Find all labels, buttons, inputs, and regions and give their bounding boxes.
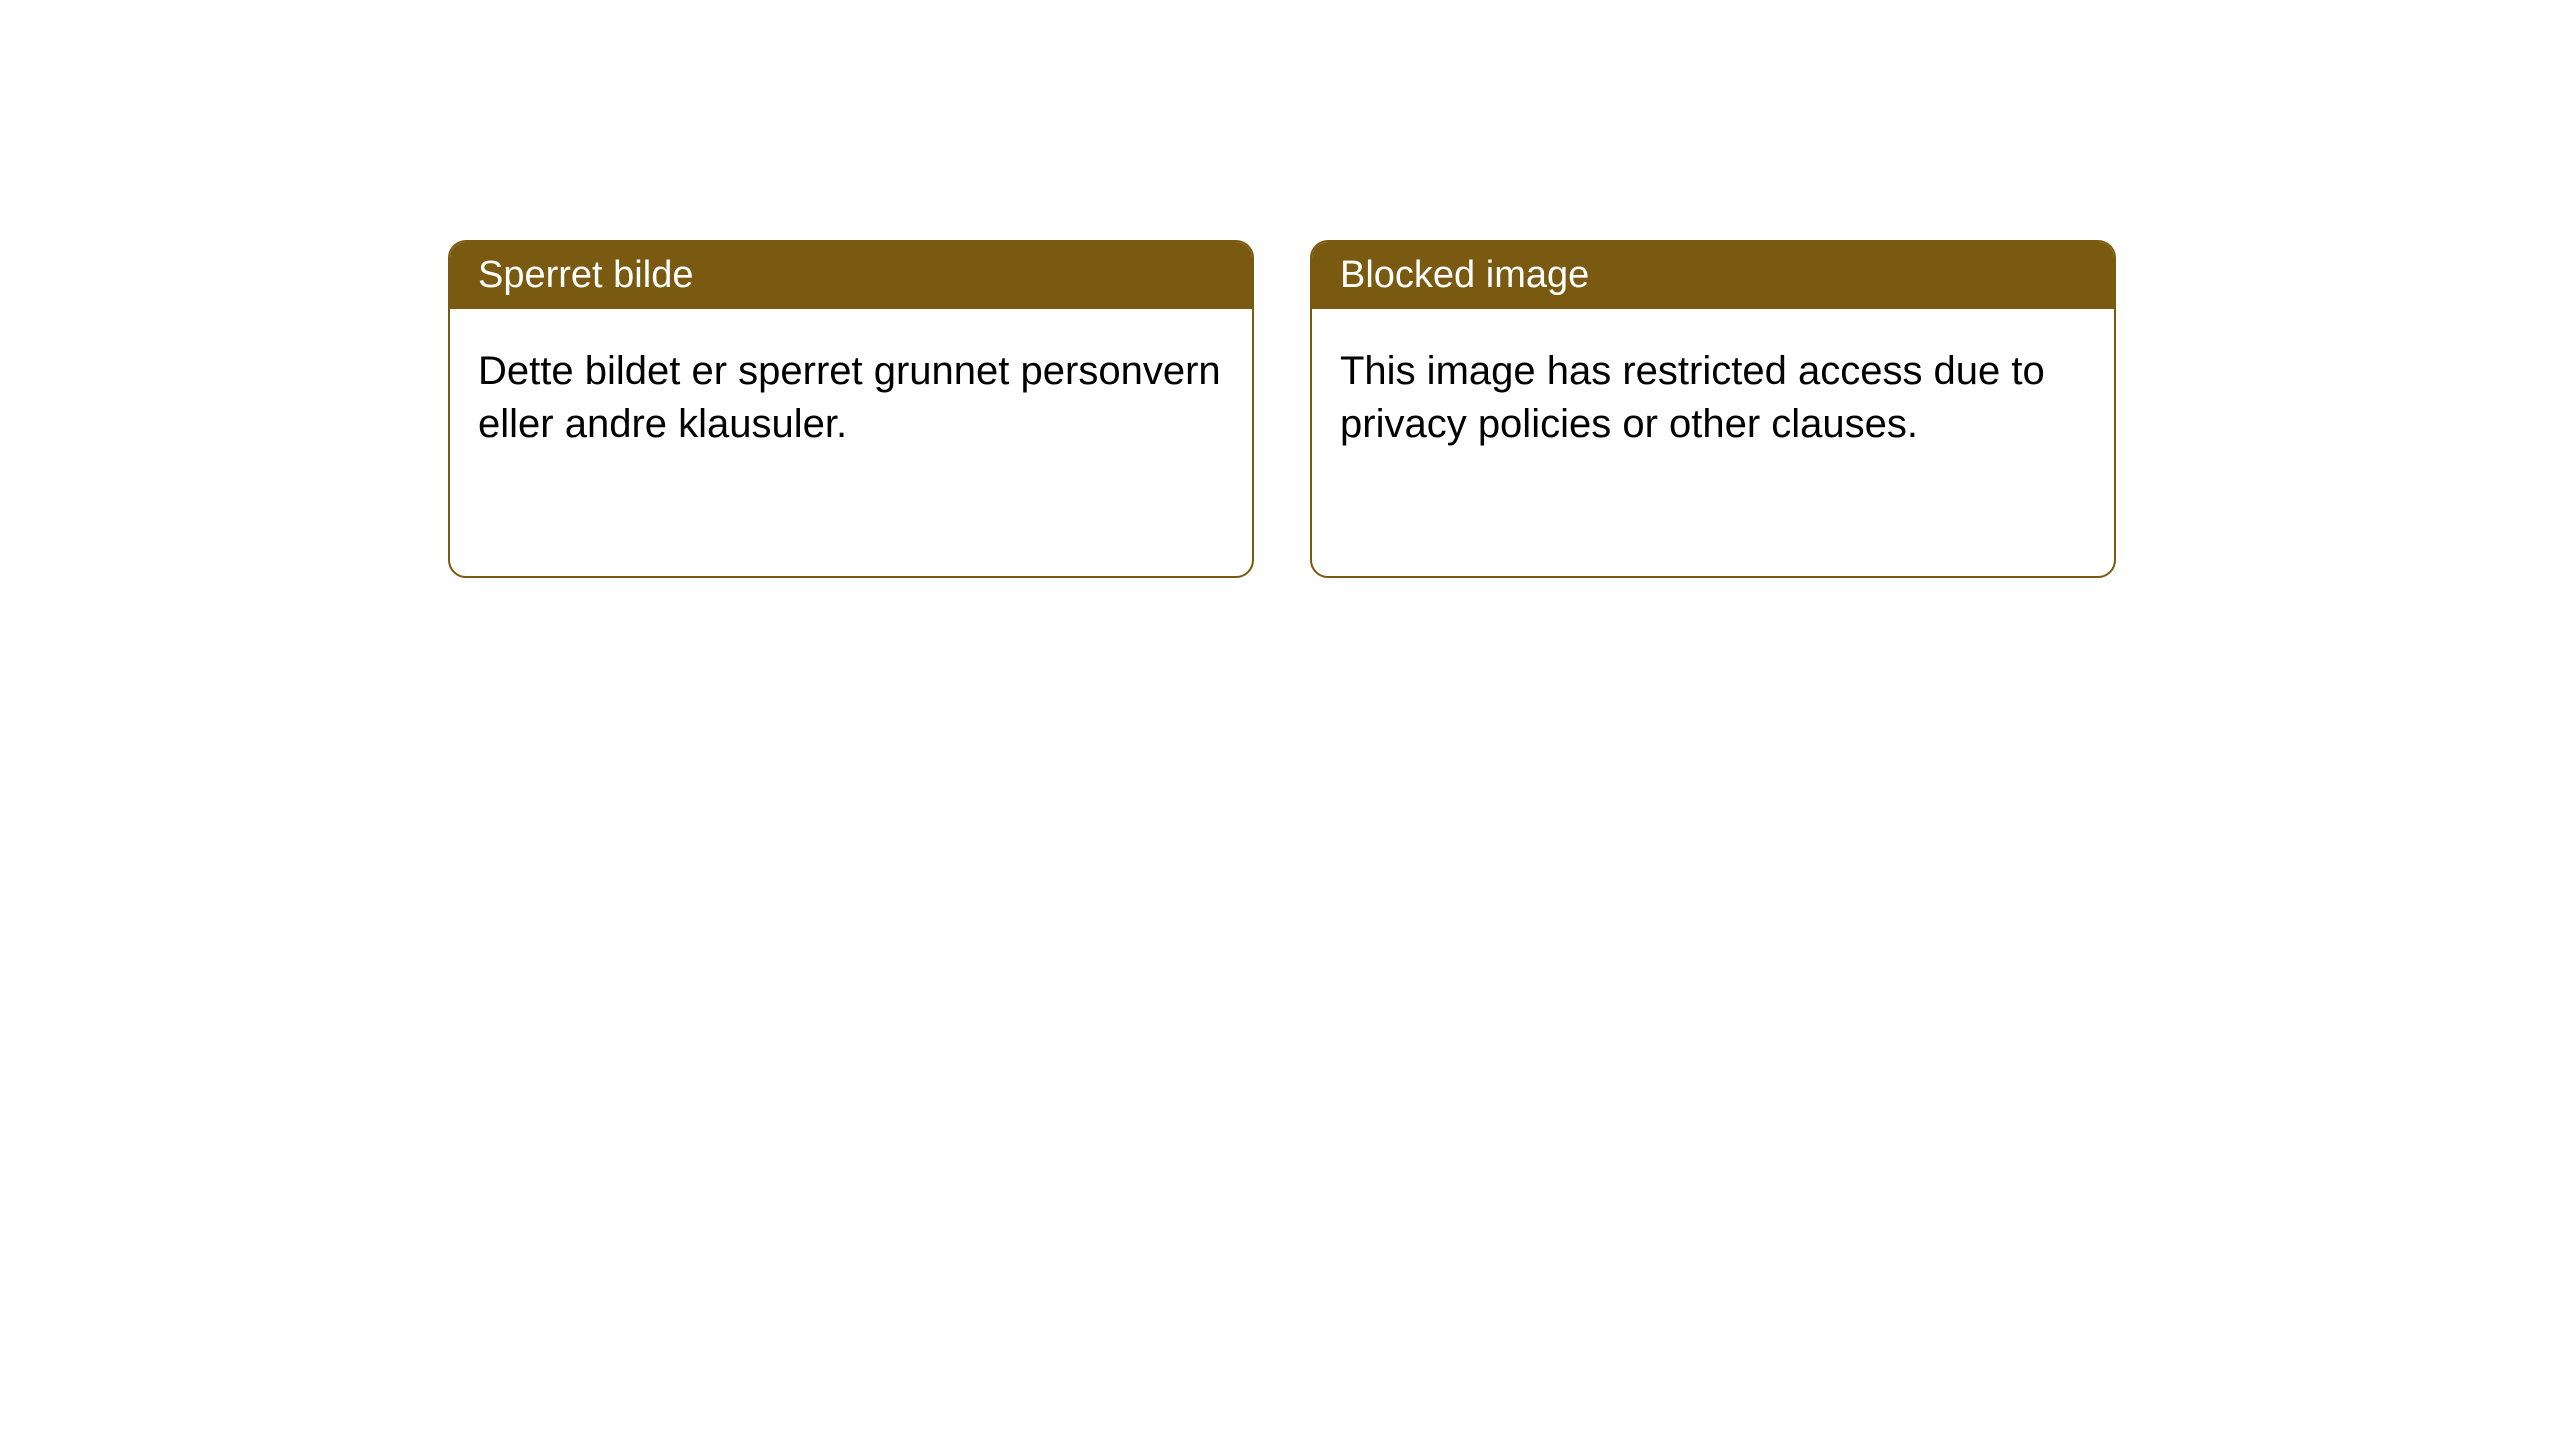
card-body-text: This image has restricted access due to … (1340, 349, 2045, 446)
card-header: Sperret bilde (450, 242, 1252, 309)
card-body: Dette bildet er sperret grunnet personve… (450, 309, 1252, 487)
card-title: Sperret bilde (478, 254, 693, 296)
card-body-text: Dette bildet er sperret grunnet personve… (478, 349, 1221, 446)
card-body: This image has restricted access due to … (1312, 309, 2114, 487)
card-header: Blocked image (1312, 242, 2114, 309)
card-title: Blocked image (1340, 254, 1589, 296)
notice-card-english: Blocked image This image has restricted … (1310, 240, 2116, 578)
notice-card-norwegian: Sperret bilde Dette bildet er sperret gr… (448, 240, 1254, 578)
notice-cards-container: Sperret bilde Dette bildet er sperret gr… (448, 240, 2116, 578)
